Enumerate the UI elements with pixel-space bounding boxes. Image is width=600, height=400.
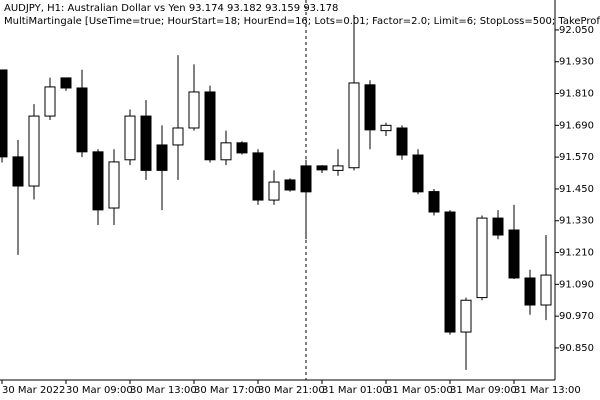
y-tick-label: 91.330: [559, 216, 594, 227]
candle-body: [44, 86, 56, 117]
y-tick-label: 91.690: [559, 120, 594, 131]
candle-body: [284, 179, 296, 191]
candle-body: [444, 211, 456, 333]
candle-body: [300, 165, 312, 193]
candle-body: [524, 277, 536, 306]
x-tick-label: 30 Mar 09:00: [66, 385, 133, 396]
candle-body: [108, 161, 120, 209]
candle-body: [364, 84, 376, 131]
candle-body: [0, 69, 8, 158]
candle-body: [140, 115, 152, 171]
x-tick-label: 31 Mar 05:00: [386, 385, 453, 396]
x-tick-label: 30 Mar 13:00: [130, 385, 197, 396]
y-tick-label: 90.970: [559, 311, 594, 322]
candle-body: [540, 274, 552, 306]
y-tick-label: 91.570: [559, 152, 594, 163]
y-tick-label: 92.050: [559, 25, 594, 36]
candle-body: [396, 127, 408, 156]
candle-body: [204, 91, 216, 161]
x-tick-label: 31 Mar 09:00: [450, 385, 517, 396]
x-tick-label: 30 Mar 17:00: [194, 385, 261, 396]
y-tick-label: 91.210: [559, 248, 594, 259]
plot-area: [0, 0, 552, 380]
chart-title: AUDJPY, H1: Australian Dollar vs Yen 93.…: [4, 3, 338, 14]
candle-body: [188, 91, 200, 129]
candle-body: [268, 181, 280, 201]
candle-body: [124, 115, 136, 161]
candle-body: [252, 152, 264, 201]
candle-body: [76, 87, 88, 153]
candle-body: [12, 156, 24, 187]
y-tick-label: 91.930: [559, 57, 594, 68]
candle-body: [428, 191, 440, 213]
candle-body: [492, 217, 504, 236]
candle-body: [172, 127, 184, 146]
candle-body: [476, 217, 488, 299]
candle-body: [508, 229, 520, 279]
candle-body: [460, 299, 472, 333]
candle-body: [60, 77, 72, 89]
candle-body: [412, 154, 424, 193]
x-tick-label: 31 Mar 01:00: [322, 385, 389, 396]
candle-body: [220, 142, 232, 161]
candle-body: [236, 142, 248, 154]
x-tick-label: 31 Mar 13:00: [514, 385, 581, 396]
x-tick-label: 30 Mar 2022: [2, 385, 65, 396]
x-tick-label: 30 Mar 21:00: [258, 385, 325, 396]
candle-body: [348, 82, 360, 169]
y-tick-label: 91.810: [559, 89, 594, 100]
y-tick-label: 91.090: [559, 279, 594, 290]
candle-body: [92, 151, 104, 211]
candle-body: [332, 165, 344, 171]
candle-body: [156, 144, 168, 171]
candle-body: [28, 115, 40, 187]
y-tick-label: 90.850: [559, 343, 594, 354]
y-tick-label: 91.450: [559, 184, 594, 195]
indicator-label: MultiMartingale [UseTime=true; HourStart…: [4, 16, 600, 27]
candle-body: [316, 165, 328, 171]
candle-body: [380, 124, 392, 132]
